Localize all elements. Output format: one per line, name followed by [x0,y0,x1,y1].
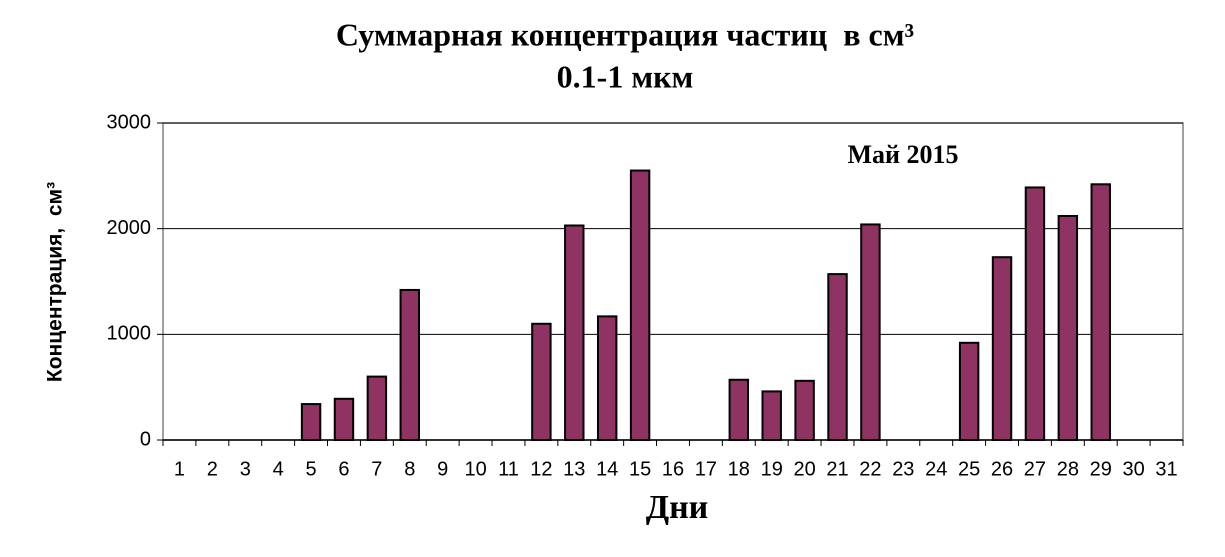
chart-subtitle: 0.1-1 мкм [557,58,694,94]
y-tick-label: 1000 [107,323,152,345]
bar [794,379,815,441]
bar [399,288,420,441]
x-tick-label: 6 [338,458,349,480]
annotation: Май 2015 [847,140,958,169]
x-tick-label: 20 [793,458,815,480]
y-axis-label: Концентрация, см³ [44,182,67,382]
x-tick-label: 29 [1090,458,1112,480]
chart-title: Суммарная концентрация частиц в см³ [336,16,914,52]
bar [728,378,750,441]
y-tick-label: 3000 [107,111,152,133]
x-tick-label: 4 [273,458,284,480]
x-tick-label: 15 [629,458,651,480]
x-tick-label: 17 [695,458,717,480]
bar [300,403,322,441]
x-tick-label: 18 [728,458,750,480]
x-tick-label: 23 [892,458,914,480]
bar [991,256,1013,441]
x-axis-label: Дни [646,489,709,526]
x-tick-label: 14 [596,458,618,480]
x-tick-label: 19 [761,458,783,480]
bar [596,315,618,441]
bar [629,169,651,442]
x-tick-label: 28 [1057,458,1079,480]
x-tick-label: 11 [498,458,519,480]
x-tick-label: 22 [859,458,881,480]
x-tick-label: 24 [925,458,947,480]
x-tick-label: 25 [958,458,980,480]
x-tick-label: 30 [1123,458,1145,480]
bar [531,322,552,441]
x-tick-label: 16 [662,458,684,480]
bar [860,223,881,441]
x-tick-label: 12 [530,458,552,480]
bar [1090,183,1111,441]
x-tick-label: 1 [174,458,185,480]
x-tick-label: 7 [371,458,382,480]
x-tick-label: 31 [1155,458,1177,480]
bar [366,375,388,442]
bar [564,224,585,441]
bar [761,390,782,442]
x-tick-label: 27 [1024,458,1046,480]
x-tick-label: 13 [563,458,585,480]
bar [827,273,848,441]
x-tick-label: 2 [207,458,218,480]
x-tick-label: 26 [991,458,1013,480]
bar [958,341,980,441]
bar [1024,186,1046,441]
bar [1057,214,1079,441]
x-tick-label: 21 [826,458,848,480]
x-tick-label: 5 [306,458,317,480]
y-tick-label: 2000 [107,217,152,239]
x-tick-label: 3 [240,458,251,480]
bar [333,397,355,442]
x-tick-label: 10 [464,458,486,480]
x-tick-label: 9 [437,458,448,480]
y-tick-label: 0 [140,428,151,450]
x-tick-label: 8 [404,458,415,480]
